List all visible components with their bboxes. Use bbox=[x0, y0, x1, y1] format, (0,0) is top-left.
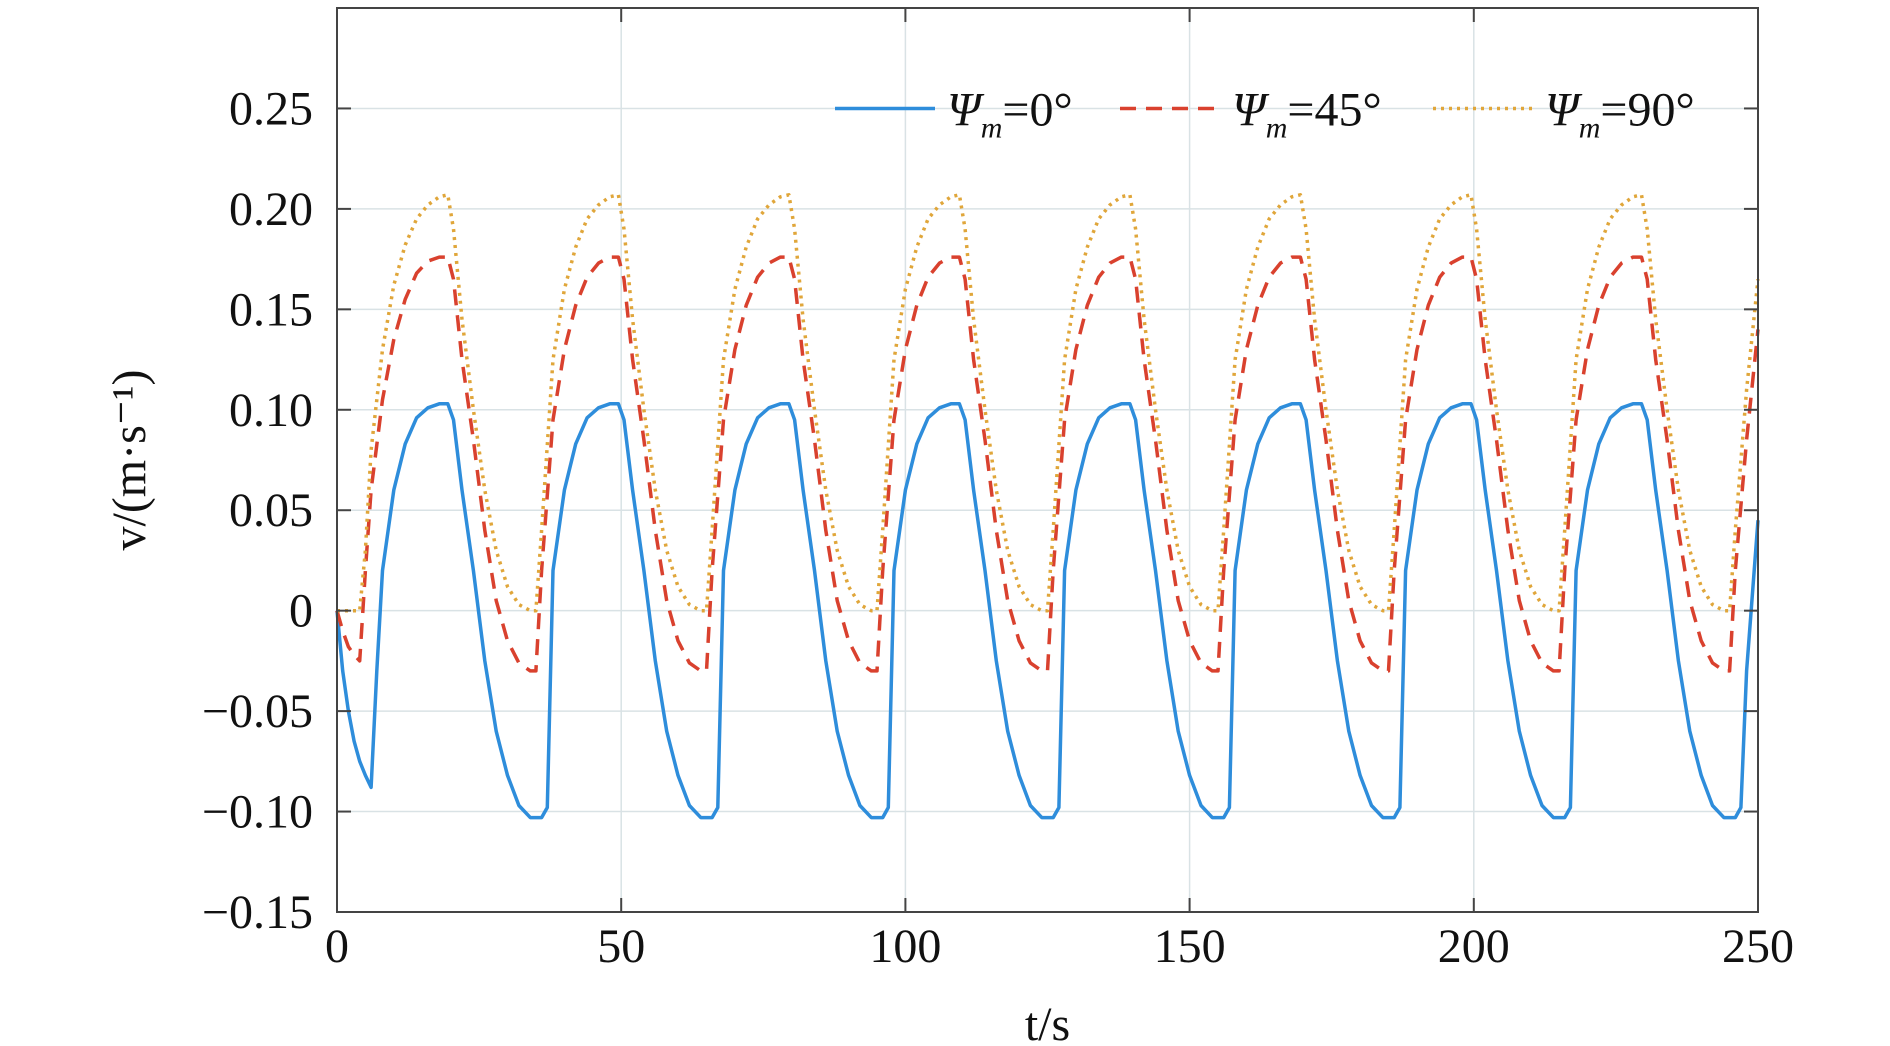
x-axis-label: t/s bbox=[1025, 998, 1070, 1046]
tick-marks bbox=[336, 8, 1759, 913]
legend-value: =90° bbox=[1600, 83, 1694, 136]
y-tick-label: −0.05 bbox=[202, 685, 313, 738]
y-tick-label: 0.20 bbox=[229, 183, 313, 236]
x-tick-labels: 0 50 100 150 200 250 bbox=[325, 920, 1794, 973]
y-tick-label: −0.10 bbox=[202, 786, 313, 839]
plot-frame bbox=[336, 7, 1759, 913]
legend-label-1: Ψm=45° bbox=[1232, 83, 1382, 144]
y-tick-labels: −0.15 −0.10 −0.05 0 0.05 0.10 0.15 0.20 0.25 bbox=[202, 82, 313, 939]
series-group bbox=[335, 193, 1760, 820]
x-tick-label: 0 bbox=[325, 920, 349, 973]
legend-symbol: Ψ bbox=[947, 83, 985, 136]
legend-symbol: Ψ bbox=[1545, 83, 1583, 136]
legend-label-2: Ψm=90° bbox=[1545, 83, 1695, 144]
x-tick-label: 100 bbox=[869, 920, 941, 973]
legend: Ψm=0° Ψm=45° Ψm=90° bbox=[835, 83, 1695, 144]
y-tick-label: 0.25 bbox=[229, 82, 313, 135]
legend-subscript: m bbox=[1266, 111, 1288, 144]
legend-value: =45° bbox=[1287, 83, 1381, 136]
y-tick-label: 0.05 bbox=[229, 484, 313, 537]
legend-subscript: m bbox=[981, 111, 1003, 144]
series-line-1 bbox=[335, 255, 1760, 673]
y-tick-label: 0 bbox=[289, 585, 313, 638]
series-line-2 bbox=[337, 193, 1760, 613]
y-axis-label: v/(m·s⁻¹) bbox=[103, 369, 156, 550]
x-tick-label: 250 bbox=[1722, 920, 1794, 973]
x-tick-label: 150 bbox=[1154, 920, 1226, 973]
legend-subscript: m bbox=[1579, 111, 1601, 144]
x-tick-label: 50 bbox=[597, 920, 645, 973]
y-tick-label: −0.15 bbox=[202, 886, 313, 939]
legend-label-0: Ψm=0° bbox=[947, 83, 1073, 144]
x-tick-label: 200 bbox=[1438, 920, 1510, 973]
y-tick-label: 0.15 bbox=[229, 283, 313, 336]
legend-value: =0° bbox=[1002, 83, 1072, 136]
y-tick-label: 0.10 bbox=[229, 384, 313, 437]
series-line-0 bbox=[335, 402, 1760, 820]
legend-symbol: Ψ bbox=[1232, 83, 1270, 136]
